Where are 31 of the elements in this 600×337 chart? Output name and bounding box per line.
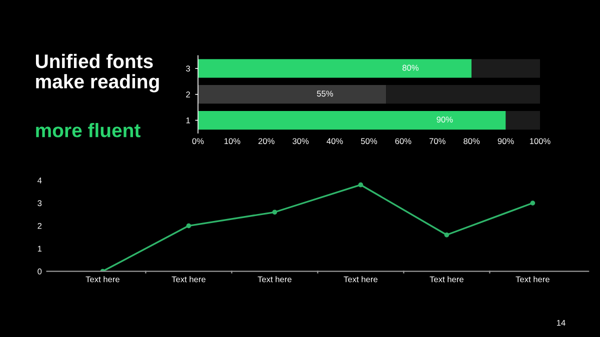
data-label: 90% (436, 116, 453, 123)
y-tick-label: 3 (186, 66, 190, 72)
y-tick-label: 3 (38, 200, 42, 206)
x-tick-label: 20% (258, 138, 274, 144)
data-label: 55% (316, 90, 334, 97)
y-tick-label: 2 (38, 222, 42, 229)
text: more fluent (36, 123, 140, 138)
x-tick-label: 100% (530, 138, 550, 144)
data-label: 80% (402, 64, 419, 71)
y-tick-label: 0 (38, 268, 42, 274)
y-tick-label: 2 (186, 92, 190, 98)
x-tick-label: Text here (516, 276, 550, 282)
x-tick-label: 50% (360, 138, 378, 144)
x-tick-label: Text here (430, 276, 464, 282)
x-tick-label: 60% (395, 138, 412, 144)
y-tick-label: 4 (37, 178, 42, 184)
chart-title: Unified fonts make reading (36, 54, 159, 92)
x-tick-label: 90% (498, 138, 514, 144)
y-tick-label: 1 (186, 118, 190, 124)
x-tick-label: 0% (192, 138, 204, 144)
y-tick-label: 1 (38, 246, 42, 252)
x-tick-label: Text here (258, 276, 292, 282)
x-tick-label: Text here (344, 276, 378, 282)
x-tick-label: 40% (326, 138, 343, 144)
x-tick-label: 30% (292, 138, 309, 144)
x-tick-label: 70% (429, 138, 446, 144)
x-tick-label: 10% (224, 138, 240, 144)
x-tick-label: Text here (86, 276, 120, 282)
text: 14 (557, 320, 566, 326)
x-tick-label: 80% (464, 138, 480, 144)
x-tick-label: Text here (172, 276, 206, 282)
